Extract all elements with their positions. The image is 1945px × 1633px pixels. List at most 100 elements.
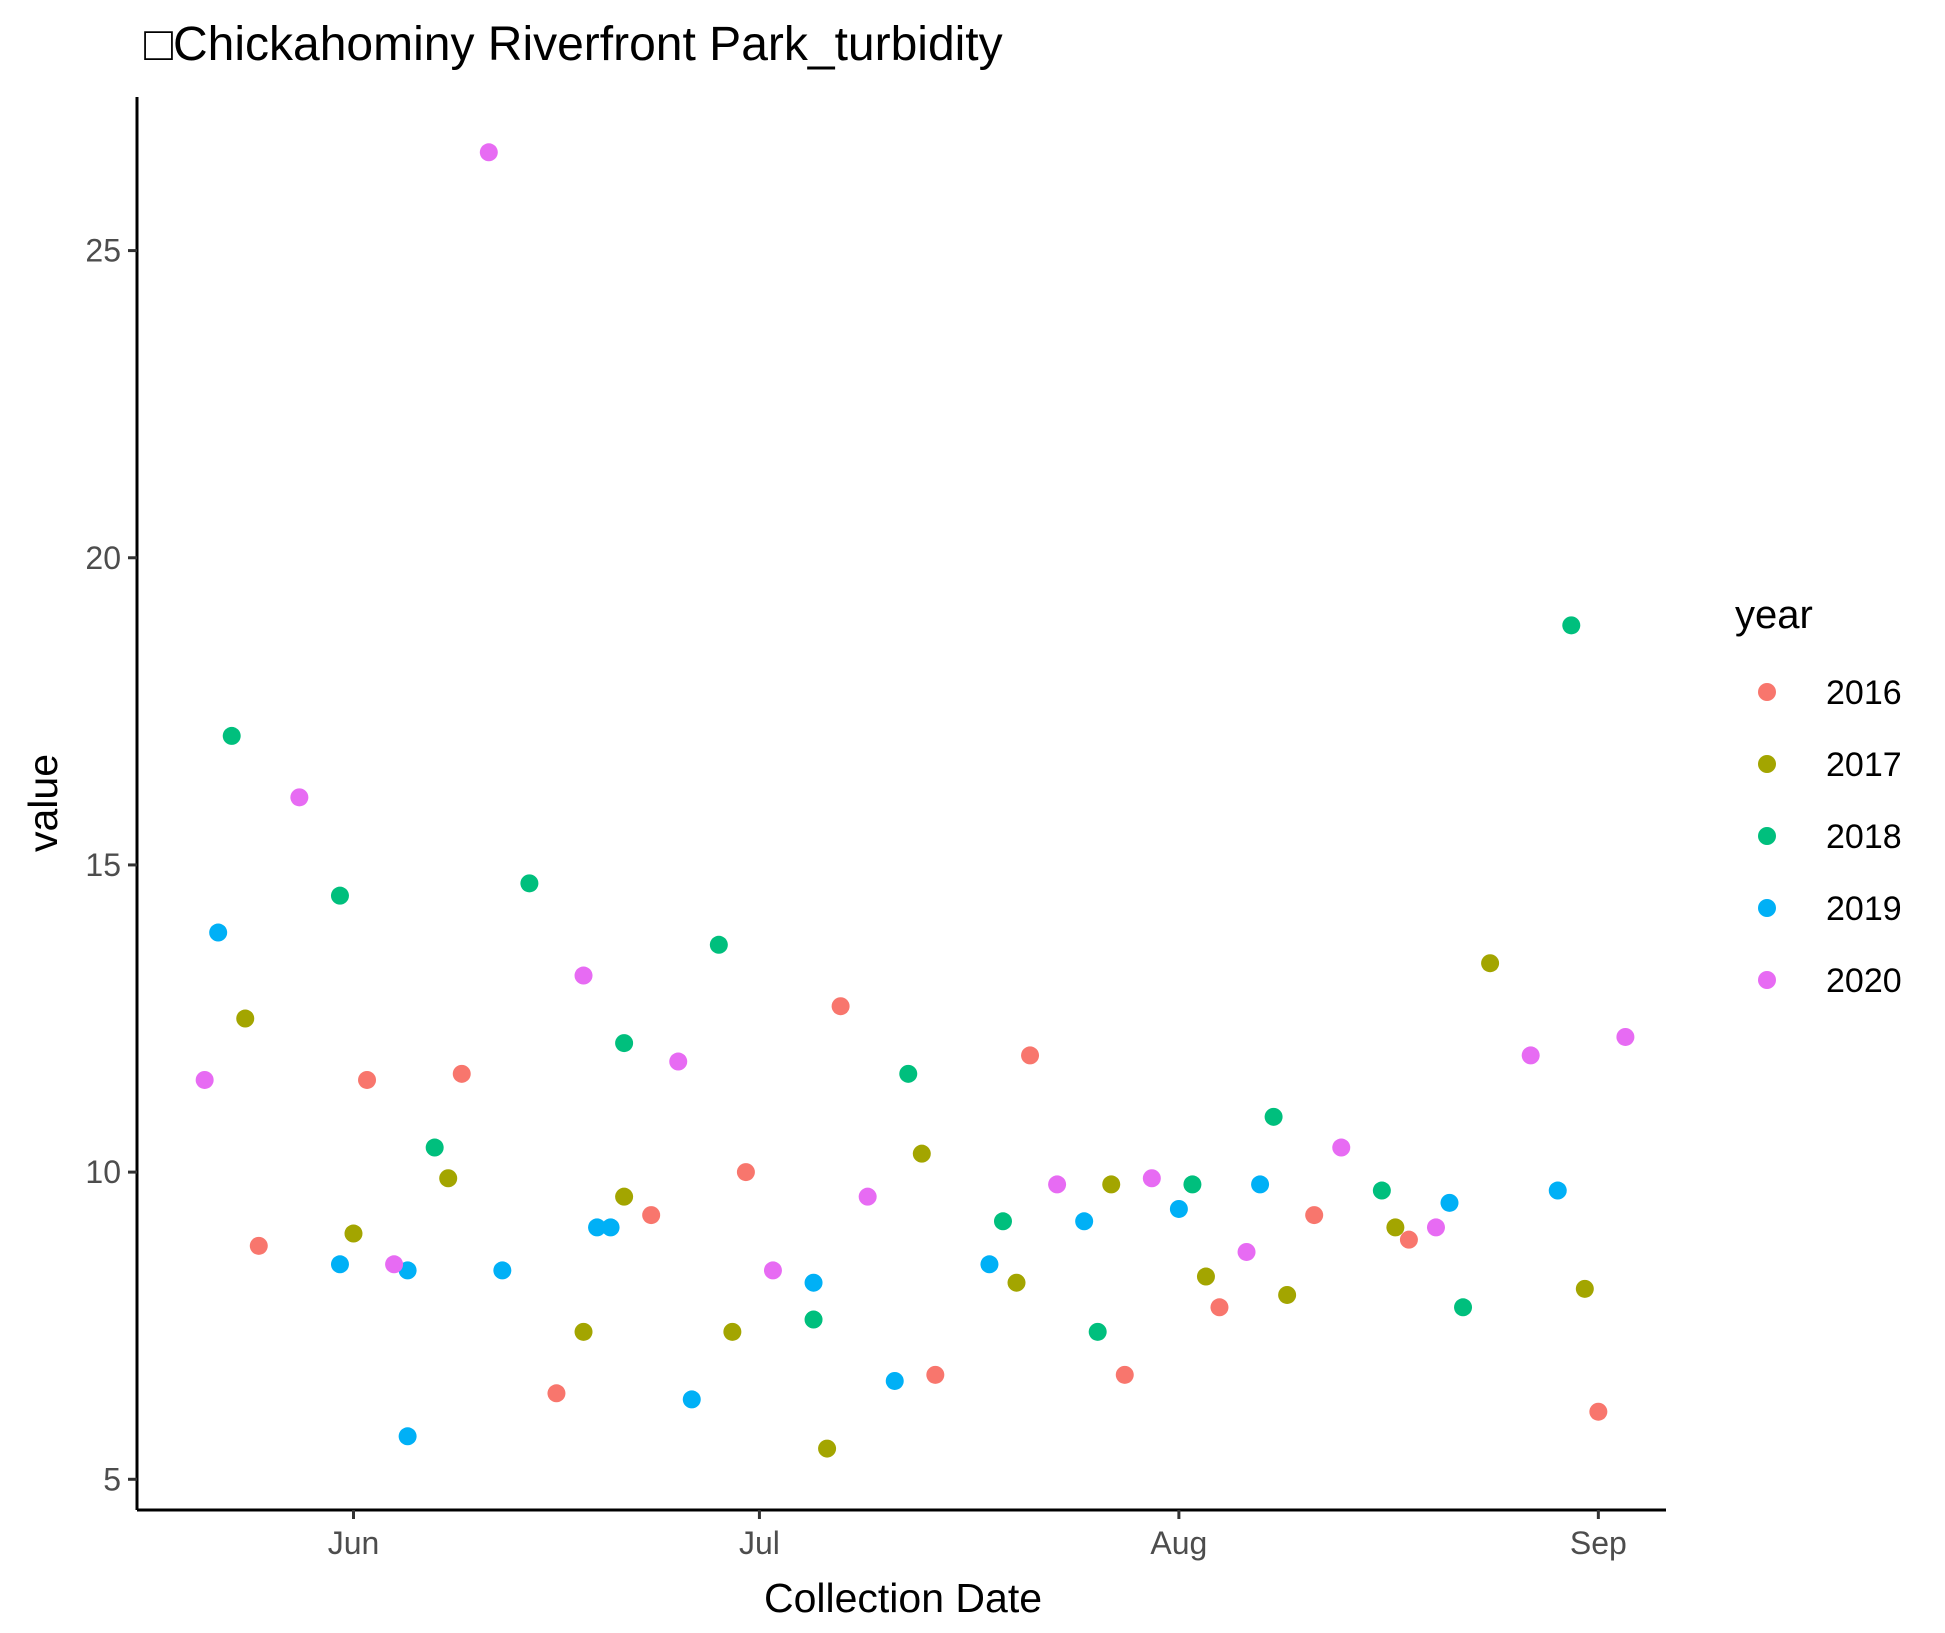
y-tick-label: 15 [85,847,121,883]
data-point [858,1187,877,1206]
y-tick-label: 20 [85,540,121,576]
data-point [1278,1285,1297,1304]
data-point [209,923,228,942]
data-point [425,1138,444,1157]
data-point [980,1255,999,1274]
data-point [1521,1046,1540,1065]
data-point [1305,1206,1324,1225]
data-point [1142,1169,1161,1188]
series-2018 [222,616,1581,1341]
data-point [1021,1046,1040,1065]
data-point [899,1064,918,1083]
data-point [236,1009,255,1028]
legend-label: 2017 [1826,746,1902,784]
data-point [709,935,728,954]
x-axis-title: Collection Date [764,1575,1042,1621]
data-point [547,1384,566,1403]
x-axis-ticks: Jun Jul Aug Sep [328,1510,1627,1561]
series-2017 [236,954,1594,1458]
data-point [1332,1138,1351,1157]
data-point [520,874,539,893]
data-point [1115,1365,1134,1384]
data-point [1575,1279,1594,1298]
data-point [574,1322,593,1341]
data-point [926,1365,945,1384]
data-point [1454,1298,1473,1317]
plot-area [195,143,1635,1458]
legend-label: 2019 [1826,890,1902,928]
data-point [763,1261,782,1280]
data-point [588,1218,607,1237]
data-point [912,1144,931,1163]
data-point [439,1169,458,1188]
data-point [385,1255,404,1274]
legend-title: year [1735,593,1813,637]
data-point [1183,1175,1202,1194]
y-tick-label: 5 [103,1461,121,1497]
data-point [493,1261,512,1280]
series-2016 [249,997,1608,1421]
data-point [195,1070,214,1089]
data-point [804,1273,823,1292]
data-point [574,966,593,985]
data-point [804,1310,823,1329]
data-point [479,143,498,162]
data-point [723,1322,742,1341]
data-point [1616,1027,1635,1046]
data-point [222,726,241,745]
y-axis-title: value [20,754,66,852]
data-point [1075,1212,1094,1231]
legend-key [1758,971,1776,989]
data-point [1102,1175,1121,1194]
data-point [1237,1242,1256,1261]
legend-label: 2016 [1826,674,1902,712]
legend-key [1758,683,1776,701]
data-point [1264,1107,1283,1126]
data-point [615,1187,634,1206]
legend-key [1758,899,1776,917]
data-point [736,1163,755,1182]
legend-key [1758,755,1776,773]
data-point [1169,1199,1188,1218]
y-tick-label: 25 [85,233,121,269]
data-point [1007,1273,1026,1292]
data-point [1210,1298,1229,1317]
data-point [249,1236,268,1255]
data-point [330,1255,349,1274]
data-point [682,1390,701,1409]
data-point [1440,1193,1459,1212]
series-2020 [195,143,1635,1280]
y-axis-ticks: 5 10 15 20 25 [85,233,137,1497]
data-point [1481,954,1500,973]
data-point [615,1034,634,1053]
x-tick-label: Sep [1570,1525,1627,1561]
data-point [1251,1175,1270,1194]
data-point [1386,1218,1405,1237]
data-point [1548,1181,1567,1200]
data-point [642,1206,661,1225]
x-tick-label: Jun [328,1525,380,1561]
data-point [452,1064,471,1083]
legend: 2016 2017 2018 2019 2020 [1758,674,1902,1000]
data-point [1088,1322,1107,1341]
data-point [1372,1181,1391,1200]
data-point [330,886,349,905]
data-point [1399,1230,1418,1249]
data-point [885,1371,904,1390]
data-point [601,1218,620,1237]
x-tick-label: Aug [1150,1525,1207,1561]
data-point [290,788,309,807]
data-point [1562,616,1581,635]
data-point [358,1070,377,1089]
series-2019 [209,923,1567,1446]
data-point [344,1224,363,1243]
data-point [669,1052,688,1071]
data-point [398,1261,417,1280]
legend-key [1758,827,1776,845]
data-point [993,1212,1012,1231]
data-point [831,997,850,1016]
data-point [818,1439,837,1458]
data-point [398,1427,417,1446]
